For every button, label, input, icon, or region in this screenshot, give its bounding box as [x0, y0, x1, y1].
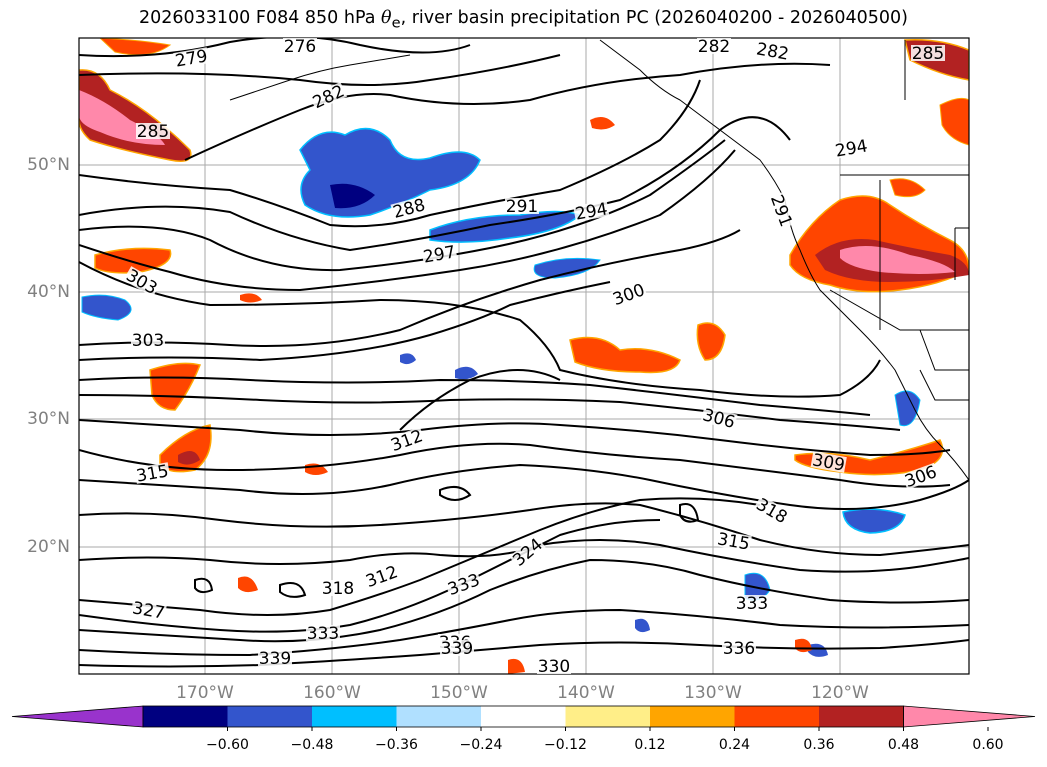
lon-label-160w: 160°W — [303, 683, 361, 703]
contour-label-bg — [735, 595, 769, 611]
contour-label-bg — [715, 530, 752, 552]
contour-label-bg — [136, 123, 170, 139]
colorbar-segment — [819, 706, 904, 727]
contour-label-bg — [754, 40, 791, 62]
map-frame — [78, 37, 970, 675]
colorbar-tick-label: −0.24 — [459, 737, 503, 753]
contour-label-bg — [810, 451, 847, 473]
contour-label: 339 — [259, 649, 291, 669]
gridlines — [79, 38, 969, 674]
map-background — [79, 38, 969, 674]
negative-precip-areas — [81, 127, 921, 657]
lon-label-120w: 120°W — [811, 683, 869, 703]
contour-label-bg — [537, 658, 571, 674]
contour-label-bg — [283, 38, 317, 54]
contour-label-bg — [306, 625, 340, 641]
lat-label-50n: 50°N — [27, 155, 70, 175]
contour-label: 333 — [307, 624, 339, 644]
theta-symbol: θ — [381, 8, 392, 28]
contour-label-bg — [390, 196, 428, 221]
contour-label: 339 — [441, 639, 473, 659]
coastlines — [229, 39, 969, 481]
contour-label: 336 — [723, 639, 755, 659]
contour-label-bg — [173, 47, 210, 69]
colorbar-segment — [227, 706, 313, 727]
lat-label-30n: 30°N — [27, 409, 70, 429]
contour-label-bg — [440, 640, 474, 656]
contour-label-bg — [768, 191, 796, 230]
contour-label-bg — [362, 562, 401, 590]
theta-subscript: e — [391, 14, 401, 32]
contour-label: 330 — [538, 657, 570, 677]
contour-label: 285 — [137, 122, 169, 142]
contour-label: 291 — [506, 197, 538, 217]
colorbar-tick-label: 0.48 — [887, 737, 920, 753]
contour-label-bg — [722, 640, 756, 656]
colorbar-tick-label: −0.48 — [290, 737, 334, 753]
colorbar-tick-label: −0.60 — [206, 737, 249, 753]
contour-label-bg — [609, 280, 648, 308]
contour-label-bg — [444, 570, 483, 598]
colorbar-segment — [481, 706, 566, 727]
colorbar-tick-label: −0.36 — [375, 737, 418, 753]
contour-label: 285 — [912, 44, 944, 64]
contour-label: 276 — [284, 37, 316, 57]
lat-label-20n: 20°N — [27, 537, 70, 557]
colorbar-segment — [312, 706, 397, 727]
lat-label-40n: 40°N — [27, 282, 70, 302]
contour-label-bg — [697, 38, 731, 54]
lon-label-170w: 170°W — [176, 683, 234, 703]
contour-label-bg — [130, 599, 167, 621]
contour-label: 333 — [736, 594, 768, 614]
contour-label-bg — [258, 650, 292, 666]
colorbar-segment — [565, 706, 651, 727]
contour-label-bg — [321, 580, 355, 596]
colorbar-segment — [396, 706, 482, 727]
contour-label: 318 — [322, 579, 354, 599]
colorbar-tick-label: 0.60 — [972, 737, 1004, 753]
contour-label-bg — [700, 406, 738, 431]
contour-label-bg — [753, 495, 791, 526]
contour-label-bg — [123, 266, 161, 297]
contour-label-bg — [505, 198, 539, 214]
contour-label-bg — [421, 243, 458, 265]
colorbar-tick-label: 0.12 — [634, 737, 666, 753]
colorbar-extend-high — [903, 705, 1036, 728]
colorbar-frame — [142, 705, 904, 728]
contour-label-bg — [911, 45, 945, 61]
colorbar-extend-low — [11, 705, 144, 728]
contour-label-bg — [833, 137, 870, 159]
contour-label-bg — [901, 462, 940, 490]
theta-e-contours — [79, 38, 969, 668]
chart-title: 2026033100 F084 850 hPa θe, river basin … — [138, 8, 909, 32]
colorbar — [11, 705, 1036, 731]
contour-label-bg — [134, 462, 171, 484]
colorbar-segment — [734, 706, 820, 727]
colorbar-tick-label: −0.12 — [544, 737, 587, 753]
contour-label-bg — [573, 200, 610, 222]
contour-label: 303 — [132, 331, 164, 351]
lon-label-150w: 150°W — [430, 683, 488, 703]
contour-label-bg — [131, 332, 165, 348]
colorbar-segment — [650, 706, 735, 727]
colorbar-tick-label: 0.24 — [718, 737, 751, 753]
contour-label-bg — [309, 81, 348, 111]
contour-label: 282 — [698, 37, 730, 57]
colorbar-tick-label: 0.36 — [803, 737, 835, 753]
lon-label-130w: 130°W — [684, 683, 742, 703]
colorbar-segment — [143, 706, 228, 727]
lon-label-140w: 140°W — [557, 683, 615, 703]
contour-label-bg — [509, 534, 546, 569]
contour-label-bg — [387, 426, 426, 454]
